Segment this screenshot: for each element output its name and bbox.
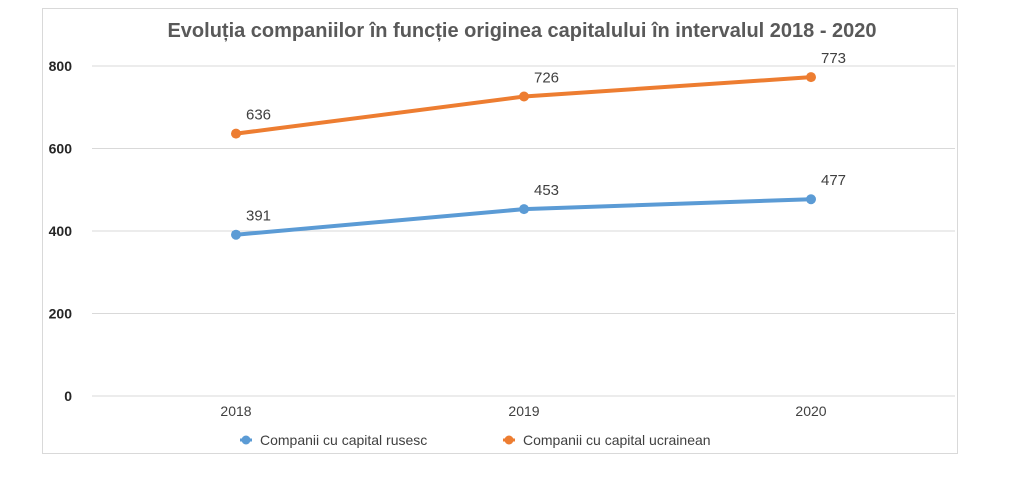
legend: Companii cu capital rusesc Companii cu ca… — [240, 432, 711, 448]
data-label: 477 — [821, 172, 846, 189]
x-tick-label: 2018 — [220, 403, 251, 419]
y-tick-label: 800 — [49, 58, 73, 74]
x-tick-label: 2019 — [508, 403, 539, 419]
y-tick-label: 0 — [64, 388, 72, 404]
chart-title: Evoluția companiilor în funcție originea… — [167, 20, 876, 42]
y-tick-label: 400 — [49, 223, 73, 239]
grid-lines — [92, 65, 955, 397]
data-label: 773 — [821, 50, 846, 67]
data-point — [519, 204, 529, 215]
series-line — [234, 75, 813, 136]
x-axis-ticks: 2018 2019 2020 — [220, 403, 826, 419]
data-label: 453 — [534, 182, 559, 199]
data-label: 636 — [246, 107, 271, 124]
legend-label: Companii cu capital rusesc — [260, 432, 427, 448]
series-0: 391 453 477 — [231, 172, 846, 240]
y-tick-label: 600 — [49, 141, 73, 157]
legend-item: Companii cu capital ucrainean — [503, 432, 711, 448]
legend-item: Companii cu capital rusesc — [240, 432, 427, 448]
series-group: 391 453 477 636 726 773 — [231, 50, 846, 240]
data-point — [806, 72, 816, 83]
data-point — [231, 128, 241, 139]
y-tick-label: 200 — [49, 306, 73, 322]
series-1: 636 726 773 — [231, 50, 846, 139]
data-point — [519, 91, 529, 102]
legend-label: Companii cu capital ucrainean — [523, 432, 711, 448]
data-label: 726 — [534, 70, 559, 87]
y-axis-ticks: 0 200 400 600 800 — [49, 58, 73, 404]
data-label: 391 — [246, 208, 271, 225]
data-point — [231, 229, 241, 240]
legend-swatch-marker — [241, 435, 251, 445]
legend-swatch-marker — [504, 435, 514, 445]
data-point — [806, 194, 816, 205]
x-tick-label: 2020 — [795, 403, 826, 419]
